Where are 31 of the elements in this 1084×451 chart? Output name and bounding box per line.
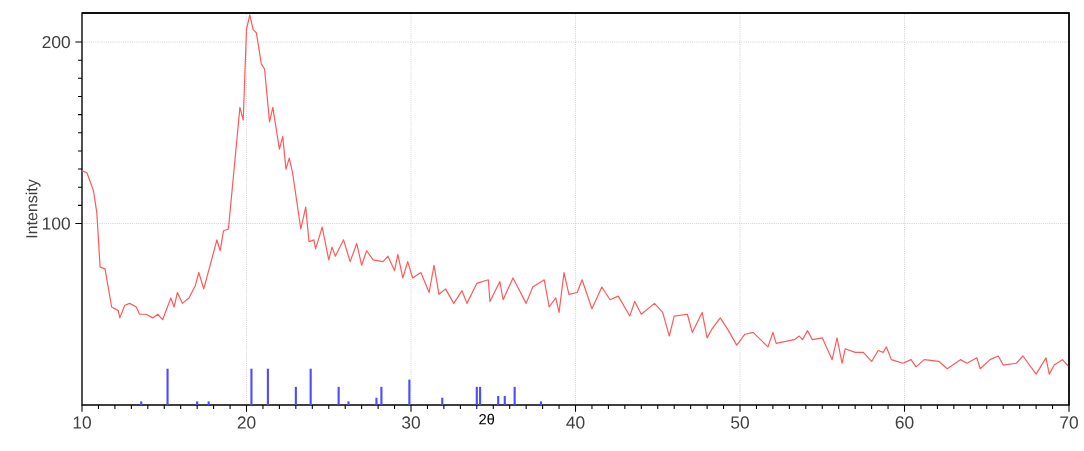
bar [250, 368, 253, 405]
bar [380, 386, 383, 405]
x-tick-label: 60 [895, 416, 914, 429]
bar [294, 386, 297, 405]
bar [503, 395, 506, 405]
bar [375, 397, 378, 405]
x-tick-label: 10 [73, 416, 91, 429]
bar [266, 368, 269, 405]
y-axis-title: Intensity [25, 179, 41, 238]
x-tick-label: 70 [1060, 416, 1078, 429]
x-tick-label: 20 [237, 416, 256, 429]
line-series [81, 14, 1070, 375]
bar [475, 386, 478, 405]
x-tick-label: 30 [402, 416, 420, 429]
x-tick-label: 50 [731, 416, 749, 429]
bar [513, 386, 516, 405]
x-axis-title: 2θ [479, 413, 495, 425]
y-tick-label: 100 [43, 217, 70, 230]
bar [539, 401, 543, 405]
bar [207, 401, 210, 405]
bar [166, 368, 169, 405]
bar [140, 401, 143, 405]
y-tick-label: 200 [42, 35, 70, 49]
bar [309, 368, 312, 405]
bar [479, 386, 482, 405]
bar [337, 386, 340, 405]
bar [196, 401, 199, 405]
bar [347, 401, 350, 405]
bar [408, 379, 411, 405]
bar [497, 395, 500, 405]
x-tick-label: 40 [566, 416, 585, 429]
